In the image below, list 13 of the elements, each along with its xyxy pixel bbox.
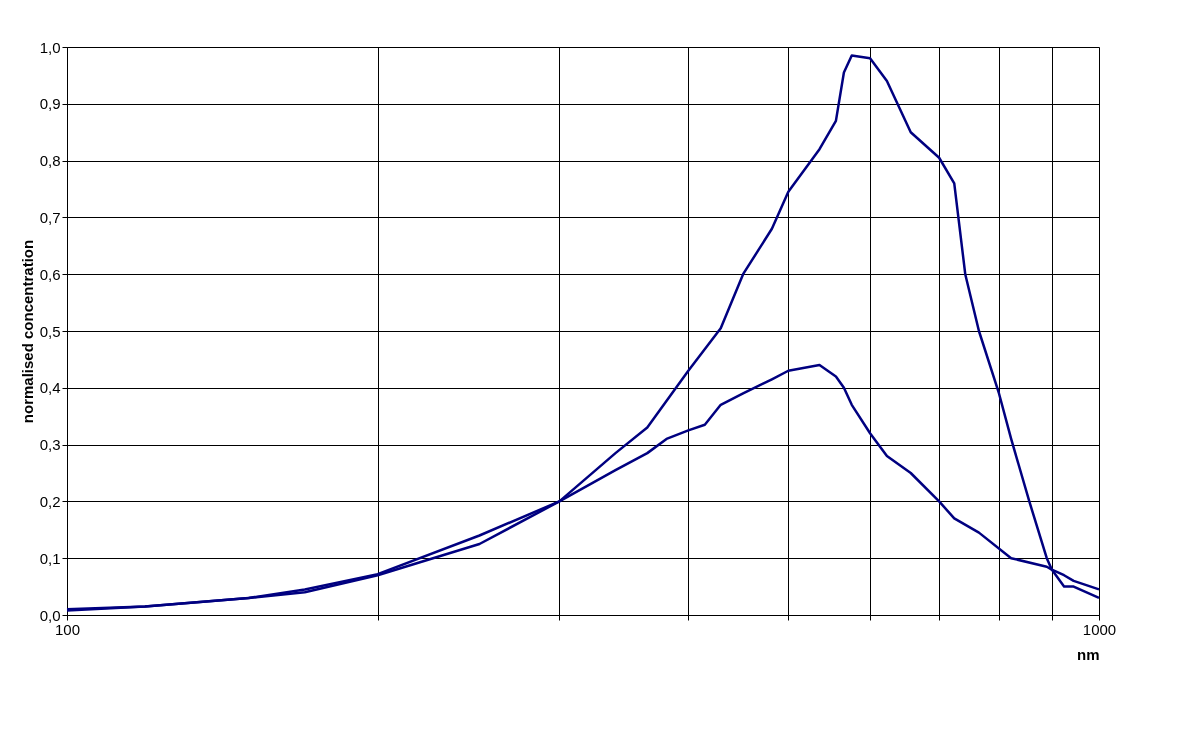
y-tick-label: 0,1 (39, 549, 61, 567)
y-tick-label: 0,6 (39, 265, 61, 283)
y-tick-label: 1,0 (39, 38, 61, 56)
y-axis-title: normalised concentration (18, 239, 36, 424)
x-axis-title: nm (1077, 645, 1100, 663)
x-tick-label: 1000 (1082, 620, 1117, 638)
y-tick-label: 0,4 (39, 379, 61, 397)
y-tick-label: 0,8 (39, 152, 61, 170)
y-tick-label: 0,9 (39, 95, 61, 113)
y-tick-label: 0,5 (39, 322, 61, 340)
y-tick-label: 0,3 (39, 436, 61, 454)
y-tick-label: 0,2 (39, 492, 61, 510)
y-tick-label: 0,7 (39, 208, 61, 226)
